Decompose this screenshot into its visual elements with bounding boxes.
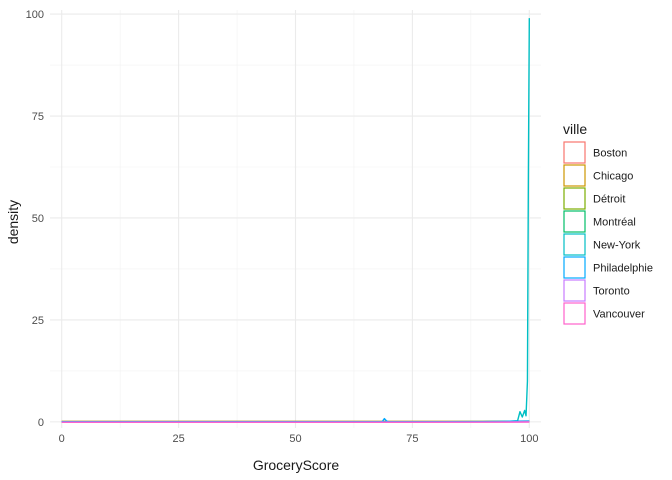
x-tick-label: 100: [520, 433, 538, 445]
x-axis-title: GroceryScore: [253, 457, 340, 473]
y-tick-label: 50: [32, 213, 44, 225]
legend-items: Boston Chicago Détroit Montréal New-York Phil…: [563, 141, 653, 325]
legend: ville Boston Chicago Détroit Montréal New-Yo…: [563, 121, 653, 325]
legend-label-d-troit: Détroit: [593, 194, 625, 206]
legend-label-montr-al: Montréal: [593, 217, 636, 229]
y-axis-title: density: [5, 200, 21, 244]
legend-key-boston: [563, 141, 586, 164]
x-tick-label: 25: [172, 433, 184, 445]
legend-label-toronto: Toronto: [593, 286, 630, 298]
major-gridlines: [50, 10, 541, 428]
legend-title: ville: [563, 121, 587, 137]
legend-key-d-troit: [563, 187, 586, 210]
x-tick-label: 75: [406, 433, 418, 445]
x-tick-label: 0: [59, 433, 65, 445]
y-tick-label: 75: [32, 111, 44, 123]
y-axis-tick-labels: 0 25 50 75 100: [26, 9, 44, 429]
y-tick-label: 100: [26, 9, 44, 21]
legend-key-chicago: [563, 164, 586, 187]
y-tick-label: 25: [32, 315, 44, 327]
legend-label-new-york: New-York: [593, 240, 641, 252]
legend-label-philadelphie: Philadelphie: [593, 263, 653, 275]
legend-key-montr-al: [563, 210, 586, 233]
x-axis-tick-labels: 0 25 50 75 100: [59, 433, 539, 445]
legend-key-philadelphie: [563, 256, 586, 279]
series-lines: [61, 18, 531, 423]
legend-label-chicago: Chicago: [593, 171, 633, 183]
y-tick-label: 0: [38, 417, 44, 429]
legend-label-vancouver: Vancouver: [593, 309, 645, 321]
x-tick-label: 50: [289, 433, 301, 445]
legend-key-toronto: [563, 279, 586, 302]
legend-key-new-york: [563, 233, 586, 256]
legend-key-vancouver: [563, 302, 586, 325]
legend-label-boston: Boston: [593, 148, 627, 160]
